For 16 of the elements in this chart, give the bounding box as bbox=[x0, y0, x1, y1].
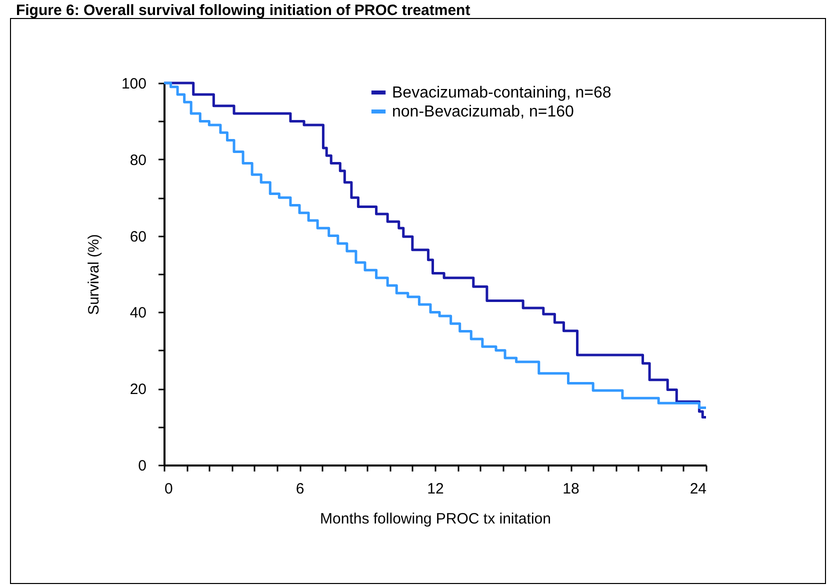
legend-label: non-Bevacizumab, n=160 bbox=[392, 104, 574, 120]
x-tick-label: 12 bbox=[427, 480, 444, 498]
y-tick-label: 60 bbox=[130, 228, 146, 246]
x-tick-label: 0 bbox=[164, 480, 173, 498]
y-tick-label: 40 bbox=[130, 304, 146, 322]
y-tick-label: 80 bbox=[130, 152, 146, 169]
chart-title: Figure 6: Overall survival following initiation of PROC treatment bbox=[16, 2, 470, 19]
x-axis-title: Months following PROC tx initation bbox=[320, 510, 551, 528]
legend-label: Bevacizumab-containing, n=68 bbox=[392, 84, 612, 102]
y-axis-title: Survival (%) bbox=[85, 234, 102, 315]
y-tick-label: 0 bbox=[138, 458, 146, 474]
y-tick-label: 20 bbox=[130, 381, 146, 398]
y-tick-label: 100 bbox=[121, 76, 146, 92]
x-tick-label: 24 bbox=[690, 480, 706, 498]
x-tick-label: 18 bbox=[562, 480, 580, 498]
x-tick-label: 6 bbox=[296, 480, 304, 498]
